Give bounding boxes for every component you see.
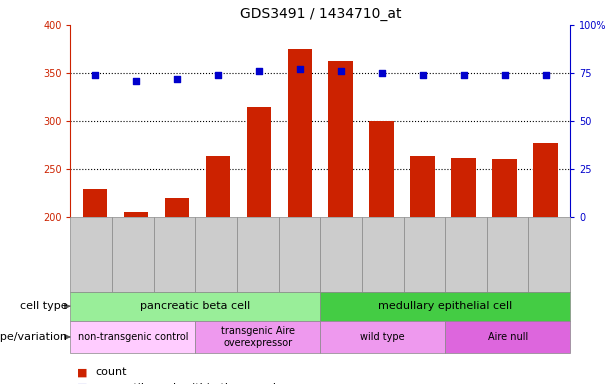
Point [418, 72, 428, 78]
Text: percentile rank within the sample: percentile rank within the sample [95, 383, 283, 384]
Text: ■: ■ [77, 367, 87, 377]
Bar [410, 156, 435, 384]
Bar [370, 121, 394, 384]
Text: pancreatic beta cell: pancreatic beta cell [140, 301, 251, 311]
Text: Aire null: Aire null [487, 332, 528, 342]
Text: cell type: cell type [20, 301, 67, 311]
Bar [492, 159, 517, 384]
Point [213, 72, 223, 78]
Text: genotype/variation: genotype/variation [0, 332, 67, 342]
Bar [246, 107, 271, 384]
Point [336, 68, 346, 74]
Bar [205, 156, 230, 384]
Title: GDS3491 / 1434710_at: GDS3491 / 1434710_at [240, 7, 401, 21]
Bar [451, 159, 476, 384]
Point [172, 76, 182, 82]
Bar [533, 143, 558, 384]
Point [295, 66, 305, 72]
Point [90, 72, 100, 78]
Point [541, 72, 550, 78]
Point [459, 72, 468, 78]
Point [377, 70, 387, 76]
Text: ■: ■ [77, 383, 87, 384]
Text: wild type: wild type [360, 332, 405, 342]
Text: non-transgenic control: non-transgenic control [78, 332, 188, 342]
Point [131, 78, 141, 84]
Bar [83, 189, 107, 384]
Bar [165, 198, 189, 384]
Text: medullary epithelial cell: medullary epithelial cell [378, 301, 512, 311]
Bar [287, 49, 312, 384]
Bar [124, 212, 148, 384]
Text: count: count [95, 367, 126, 377]
Bar [329, 61, 353, 384]
Point [254, 68, 264, 74]
Point [500, 72, 509, 78]
Text: transgenic Aire
overexpressor: transgenic Aire overexpressor [221, 326, 295, 348]
